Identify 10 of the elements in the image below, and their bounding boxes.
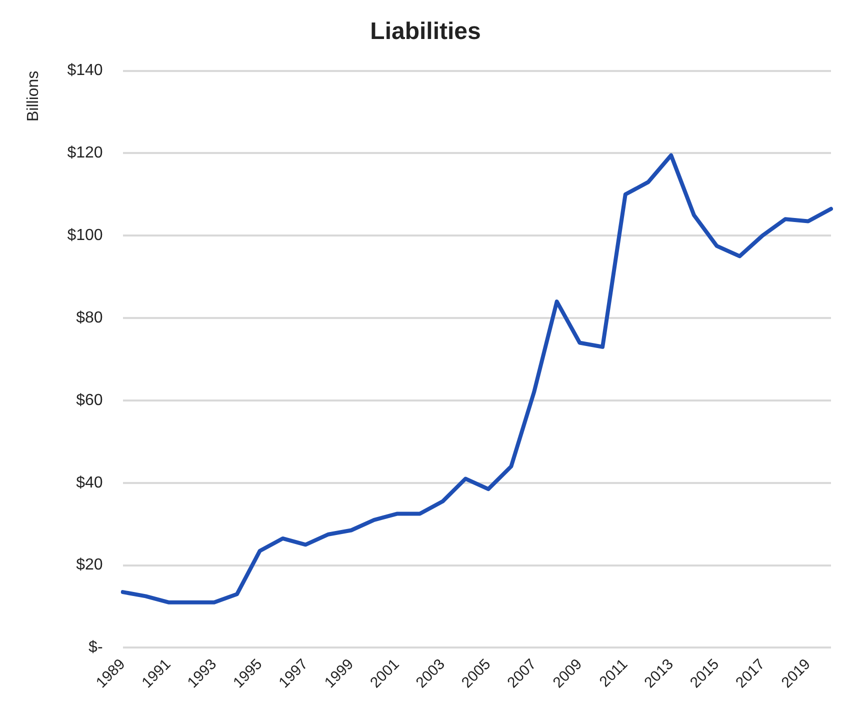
y-tick-label: $60 — [76, 392, 103, 409]
y-tick-label: $80 — [76, 309, 103, 326]
y-tick-label: $- — [88, 639, 103, 656]
y-tick-label: $100 — [67, 227, 103, 244]
y-axis-title: Billions — [25, 70, 42, 122]
y-tick-label: $40 — [76, 474, 103, 492]
chart-title: Liabilities — [370, 18, 481, 46]
y-tick-label: $140 — [67, 62, 103, 80]
y-tick-label: $20 — [76, 556, 103, 574]
y-tick-label: $120 — [67, 144, 103, 162]
